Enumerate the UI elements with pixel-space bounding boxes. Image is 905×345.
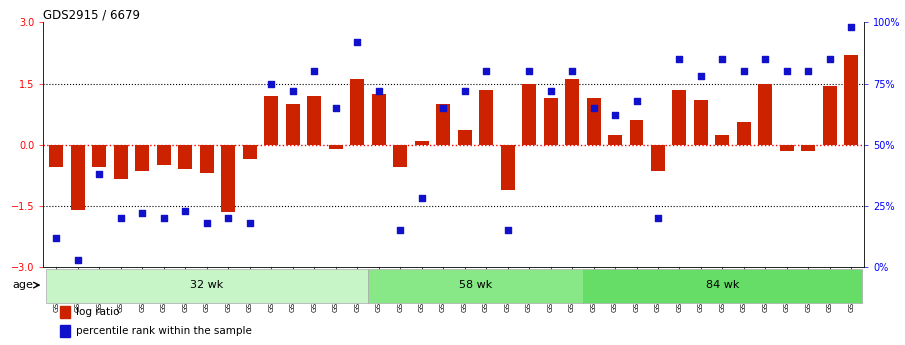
- Bar: [565, 79, 579, 145]
- Point: [71, 257, 85, 263]
- Point: [672, 56, 687, 62]
- Bar: [436, 104, 450, 145]
- Point: [780, 69, 795, 74]
- Point: [113, 215, 128, 221]
- Bar: [307, 96, 321, 145]
- Point: [329, 105, 343, 111]
- Bar: [329, 145, 343, 149]
- Bar: [114, 145, 128, 179]
- Point: [371, 88, 386, 93]
- Bar: [458, 130, 472, 145]
- Bar: [71, 145, 85, 210]
- Bar: [630, 120, 643, 145]
- Point: [608, 112, 623, 118]
- Point: [285, 88, 300, 93]
- Point: [629, 98, 643, 104]
- Point: [694, 73, 709, 79]
- Bar: [372, 94, 386, 145]
- Bar: [823, 86, 837, 145]
- Text: percentile rank within the sample: percentile rank within the sample: [76, 326, 252, 336]
- Bar: [586, 98, 601, 145]
- Bar: [243, 145, 257, 159]
- Bar: [737, 122, 751, 145]
- Bar: [672, 90, 687, 145]
- Bar: [479, 90, 493, 145]
- Text: log ratio: log ratio: [76, 307, 119, 317]
- Point: [500, 227, 515, 233]
- Bar: [694, 100, 708, 145]
- Bar: [178, 145, 192, 169]
- Bar: [45, 269, 368, 303]
- Bar: [350, 79, 364, 145]
- Point: [350, 39, 365, 45]
- Text: 84 wk: 84 wk: [706, 280, 739, 290]
- Point: [844, 24, 859, 30]
- Point: [823, 56, 837, 62]
- Bar: [221, 145, 235, 212]
- Bar: [200, 145, 214, 173]
- Bar: [264, 96, 278, 145]
- Bar: [608, 135, 622, 145]
- Point: [543, 88, 557, 93]
- Point: [243, 220, 257, 226]
- Point: [651, 215, 665, 221]
- Bar: [157, 145, 171, 165]
- Bar: [758, 83, 772, 145]
- Bar: [368, 269, 583, 303]
- Bar: [60, 306, 70, 318]
- Bar: [136, 145, 149, 171]
- Point: [393, 227, 407, 233]
- Bar: [92, 145, 106, 167]
- Bar: [50, 145, 63, 167]
- Point: [178, 208, 193, 214]
- Point: [92, 171, 107, 177]
- Bar: [780, 145, 794, 151]
- Point: [522, 69, 537, 74]
- Point: [737, 69, 751, 74]
- Text: GDS2915 / 6679: GDS2915 / 6679: [43, 8, 140, 21]
- Bar: [414, 141, 429, 145]
- Point: [565, 69, 579, 74]
- Point: [221, 215, 235, 221]
- Point: [801, 69, 815, 74]
- Bar: [583, 269, 862, 303]
- Bar: [844, 55, 858, 145]
- Bar: [802, 145, 815, 151]
- Bar: [544, 98, 557, 145]
- Point: [586, 105, 601, 111]
- Bar: [500, 145, 515, 189]
- Bar: [651, 145, 665, 171]
- Point: [157, 215, 171, 221]
- Point: [457, 88, 472, 93]
- Point: [758, 56, 773, 62]
- Bar: [286, 104, 300, 145]
- Point: [135, 210, 149, 216]
- Text: 32 wk: 32 wk: [190, 280, 224, 290]
- Point: [715, 56, 729, 62]
- Bar: [60, 325, 70, 337]
- Point: [436, 105, 451, 111]
- Point: [414, 196, 429, 201]
- Bar: [716, 135, 729, 145]
- Bar: [522, 83, 536, 145]
- Text: 58 wk: 58 wk: [459, 280, 492, 290]
- Point: [307, 69, 321, 74]
- Point: [264, 81, 279, 86]
- Point: [199, 220, 214, 226]
- Bar: [393, 145, 407, 167]
- Text: age: age: [13, 280, 33, 290]
- Point: [49, 235, 63, 240]
- Point: [479, 69, 493, 74]
